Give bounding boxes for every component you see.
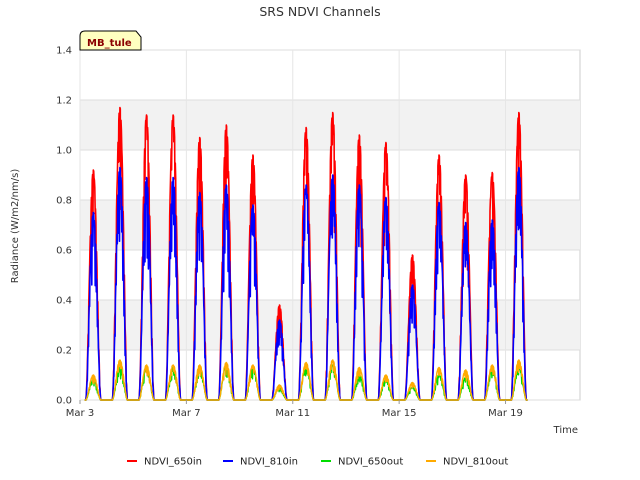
- chart-title: SRS NDVI Channels: [259, 4, 380, 19]
- y-tick-label: 1.4: [56, 46, 72, 57]
- y-tick-label: 0.2: [56, 346, 72, 357]
- plot-band: [80, 300, 580, 350]
- site-label-tag: [79, 30, 142, 51]
- x-tick-label: Mar 3: [66, 408, 94, 419]
- y-tick-label: 0.4: [56, 296, 72, 307]
- series-line-NDVI_810out: [84, 359, 528, 401]
- y-tick-label: 0.8: [56, 196, 72, 207]
- legend-label: NDVI_650in: [144, 457, 202, 468]
- x-tick-label: Mar 15: [382, 408, 417, 419]
- y-tick-label: 1.2: [56, 96, 72, 107]
- legend-label: NDVI_650out: [338, 457, 403, 468]
- series-lines: [84, 106, 528, 401]
- y-axis-ticks: 0.0 0.2 0.4 0.6 0.8 1.0 1.2 1.4: [56, 46, 72, 407]
- x-tick-label: Mar 11: [275, 408, 310, 419]
- legend: NDVI_650in NDVI_810in NDVI_650out NDVI_810o…: [127, 457, 508, 468]
- plot-band: [80, 100, 580, 150]
- x-axis-ticks: Mar 3 Mar 7 Mar 11 Mar 15 Mar 19: [66, 400, 523, 419]
- site-label-box: MB_tule: [79, 30, 142, 51]
- site-label: MB_tule: [87, 38, 132, 49]
- legend-label: NDVI_810out: [443, 457, 508, 468]
- x-tick-label: Mar 7: [172, 408, 200, 419]
- x-tick-label: Mar 19: [488, 408, 523, 419]
- legend-label: NDVI_810in: [240, 457, 298, 468]
- y-axis-label: Radiance (W/m2/nm/s): [10, 169, 21, 284]
- plot-background-bands: [79, 49, 581, 401]
- y-tick-label: 1.0: [56, 146, 72, 157]
- x-axis-label: Time: [553, 425, 578, 436]
- y-tick-label: 0.6: [56, 246, 72, 257]
- series-line-NDVI_810in: [84, 166, 528, 401]
- y-tick-label: 0.0: [56, 396, 72, 407]
